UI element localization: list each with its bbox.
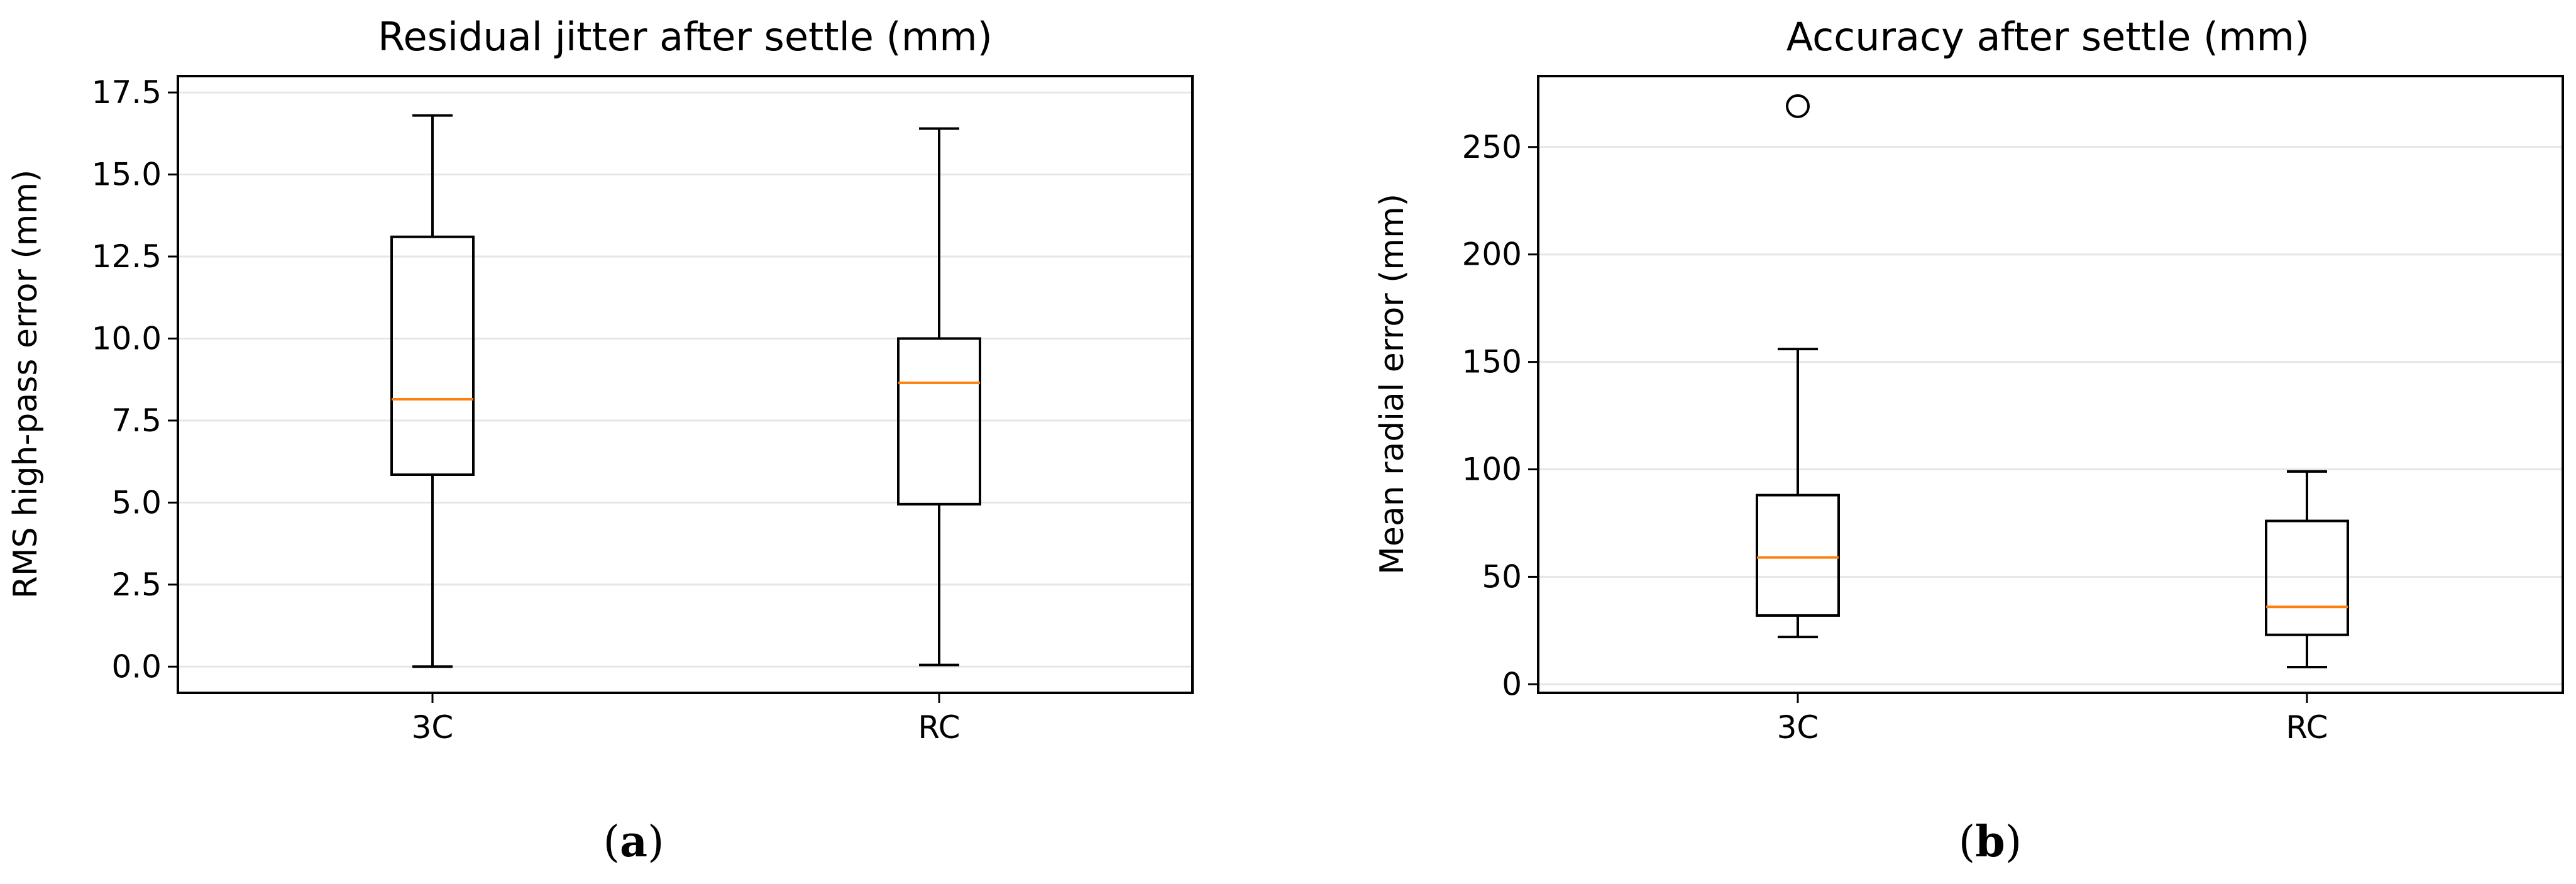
panel-b-xtick-label: 3C (1777, 709, 1819, 746)
panel-b-caption-letter: b (1975, 817, 2005, 867)
panel-a-xticks: 3C RC (412, 693, 960, 746)
panel-a-rc-box (897, 337, 981, 506)
panel-a-ytick-label: 10.0 (92, 320, 162, 356)
panel-b-ytick-label: 100 (1462, 451, 1522, 488)
panel-b-axes-frame (1537, 75, 2564, 694)
panel-a-yticks: 0.0 2.5 5.0 7.5 10.0 12.5 15.0 17.5 (92, 74, 178, 685)
panel-a-ytick-label: 12.5 (92, 238, 162, 275)
panel-a-ytick-label: 7.5 (111, 402, 162, 439)
panel-a: Residual jitter after settle (mm) 0.0 2.5… (7, 14, 1194, 867)
panel-b-xtick-label: RC (2286, 709, 2328, 746)
panel-a-caption: (a) (603, 817, 664, 867)
panel-a-ytick-label: 17.5 (92, 74, 162, 111)
panel-b-title: Accuracy after settle (mm) (1786, 14, 2309, 60)
panel-a-ytick-label: 15.0 (92, 157, 162, 193)
panel-a-3c-box (390, 235, 475, 476)
panel-a-xtick-label: RC (918, 709, 960, 746)
panel-b-xticks: 3C RC (1777, 693, 2328, 746)
panel-b: Accuracy after settle (mm) 0 50 100 150 200 2… (1373, 14, 2564, 867)
panel-b-boxes (1756, 94, 2349, 668)
panel-b-yticks: 0 50 100 150 200 250 (1462, 129, 1538, 702)
panel-b-ytick-label: 50 (1482, 558, 1522, 595)
panel-b-ytick-label: 0 (1502, 666, 1522, 702)
panel-b-ylabel: Mean radial error (mm) (1373, 194, 1411, 575)
panel-b-ytick-label: 200 (1462, 236, 1522, 273)
panel-a-axes-frame (177, 75, 1194, 694)
panel-a-ytick-label: 0.0 (111, 648, 162, 685)
panel-a-caption-letter: a (620, 817, 647, 867)
panel-a-ylabel: RMS high-pass error (mm) (7, 170, 45, 599)
panel-b-grid (1538, 146, 2563, 685)
panel-a-ytick-label: 5.0 (111, 484, 162, 521)
panel-b-3c-box (1756, 494, 1840, 617)
panel-b-caption: (b) (1959, 817, 2022, 867)
panel-a-grid (178, 91, 1192, 668)
panel-a-xtick-label: 3C (412, 709, 454, 746)
panel-b-ytick-label: 150 (1462, 344, 1522, 380)
panel-b-3c-outlier (1786, 94, 1810, 118)
panel-a-ytick-label: 2.5 (111, 566, 162, 603)
panel-a-title: Residual jitter after settle (mm) (378, 14, 993, 60)
panel-b-rc-box (2265, 519, 2349, 636)
panel-b-ytick-label: 250 (1462, 129, 1522, 165)
panel-a-boxes (390, 114, 981, 668)
